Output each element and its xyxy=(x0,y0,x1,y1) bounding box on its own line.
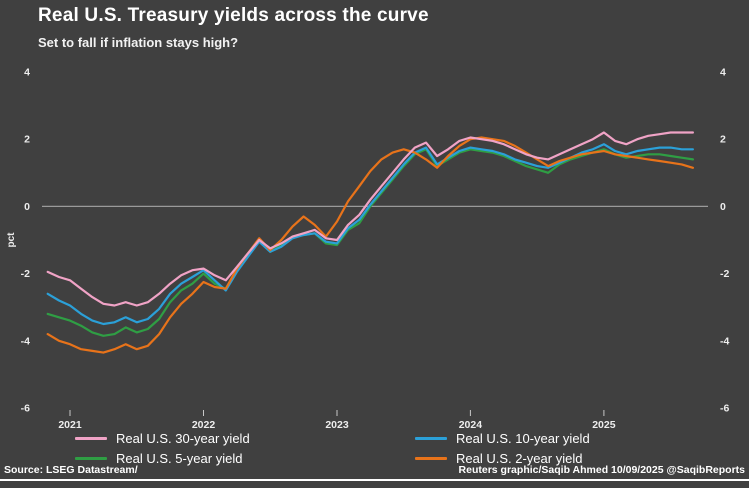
legend-item: Real U.S. 10-year yield xyxy=(415,431,715,446)
legend-label: Real U.S. 10-year yield xyxy=(456,431,590,446)
page-subtitle: Set to fall if inflation stays high? xyxy=(38,35,239,50)
x-tick-label: 2025 xyxy=(592,419,616,430)
legend-label: Real U.S. 30-year yield xyxy=(116,431,250,446)
x-tick-label: 2024 xyxy=(459,419,483,430)
legend-swatch xyxy=(415,437,447,440)
line-chart-canvas: 4 4 2 2 0 0 -2 -2 -4 -4 -6 -6 2021 2022 2023 2024 2025 pc… xyxy=(6,67,729,431)
y-tick-label: 4 xyxy=(720,67,726,79)
series-line-real-u-s-2-year-yield xyxy=(46,136,695,354)
bottom-rule xyxy=(0,479,749,481)
series-line-real-u-s-10-year-yield xyxy=(46,143,695,326)
legend-item: Real U.S. 5-year yield xyxy=(75,451,415,466)
y-tick-label: 0 xyxy=(24,201,30,213)
credit-text: Reuters graphic/Saqib Ahmed 10/09/2025 @… xyxy=(458,464,745,476)
y-tick-label: 2 xyxy=(24,134,30,146)
y-tick-label: -4 xyxy=(21,335,30,347)
series-line-real-u-s-30-year-yield xyxy=(46,131,695,307)
page-title: Real U.S. Treasury yields across the cur… xyxy=(38,5,429,26)
legend-label: Real U.S. 2-year yield xyxy=(456,451,583,466)
legend-swatch xyxy=(75,457,107,460)
y-tick-label: -2 xyxy=(720,268,729,280)
y-axis-label: pct xyxy=(6,232,17,248)
x-tick-label: 2022 xyxy=(192,419,216,430)
y-tick-label: 4 xyxy=(24,67,30,79)
legend-item: Real U.S. 2-year yield xyxy=(415,451,715,466)
y-tick-label: -6 xyxy=(21,403,30,415)
legend-swatch xyxy=(75,437,107,440)
legend-swatch xyxy=(415,457,447,460)
x-tick-label: 2021 xyxy=(58,419,82,430)
legend: Real U.S. 30-year yield Real U.S. 10-year… xyxy=(75,431,715,466)
y-tick-label: -4 xyxy=(720,335,729,347)
source-text: Source: LSEG Datastream/ xyxy=(4,464,138,476)
y-tick-label: -6 xyxy=(720,403,729,415)
series-line-real-u-s-5-year-yield xyxy=(46,148,695,337)
footer: Source: LSEG Datastream/ Reuters graphic… xyxy=(0,464,749,476)
y-tick-label: 0 xyxy=(720,201,726,213)
legend-label: Real U.S. 5-year yield xyxy=(116,451,243,466)
y-tick-label: 2 xyxy=(720,134,726,146)
x-tick-label: 2023 xyxy=(325,419,349,430)
y-tick-label: -2 xyxy=(21,268,30,280)
legend-item: Real U.S. 30-year yield xyxy=(75,431,415,446)
